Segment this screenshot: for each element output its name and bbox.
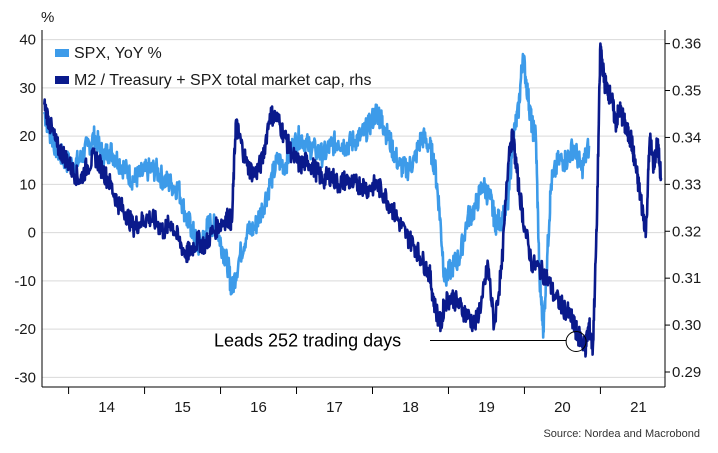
left-axis-tick-label: 30 — [19, 80, 36, 97]
x-axis-tick-label: 19 — [478, 399, 495, 416]
annotation-label: Leads 252 trading days — [214, 330, 401, 350]
right-axis-tick-label: 0.29 — [672, 364, 701, 381]
x-axis-tick-label: 16 — [250, 399, 267, 416]
right-axis-tick-label: 0.30 — [672, 317, 701, 334]
left-axis-tick-label: 40 — [19, 32, 36, 49]
legend-swatch — [55, 49, 69, 57]
left-axis-unit-label: % — [41, 9, 54, 26]
legend: SPX, YoY % M2 / Treasury + SPX total mark… — [55, 45, 371, 89]
left-axis-tick-label: 20 — [19, 128, 36, 145]
left-axis-tick-label: 10 — [19, 176, 36, 193]
source-note: Source: Nordea and Macrobond — [543, 428, 700, 440]
legend-label: M2 / Treasury + SPX total market cap, rh… — [74, 72, 371, 89]
x-axis-tick-label: 21 — [630, 399, 647, 416]
legend-label: SPX, YoY % — [74, 45, 162, 62]
axes: 40 30 20 10 0 -10 -20 -30 0.36 0.35 0.34 0.33 0.32 0.… — [14, 30, 701, 416]
left-axis-tick-label: -30 — [14, 369, 36, 386]
left-axis-tick-label: 0 — [28, 225, 36, 242]
right-axis-tick-label: 0.32 — [672, 223, 701, 240]
series-lines — [43, 42, 663, 358]
legend-swatch — [55, 76, 69, 84]
left-axis-tick-label: -20 — [14, 321, 36, 338]
right-axis-tick-label: 0.36 — [672, 36, 701, 53]
annotation-circle — [565, 330, 587, 352]
series-line-1 — [43, 52, 591, 339]
series-line-2 — [43, 42, 663, 358]
left-axis-tick-label: -10 — [14, 273, 36, 290]
right-axis-tick-label: 0.34 — [672, 129, 701, 146]
right-axis-tick-label: 0.35 — [672, 83, 701, 100]
x-axis-tick-label: 15 — [174, 399, 191, 416]
x-axis-tick-label: 17 — [326, 399, 343, 416]
x-axis-tick-label: 18 — [402, 399, 419, 416]
x-axis-tick-label: 14 — [98, 399, 115, 416]
x-axis-tick-label: 20 — [554, 399, 571, 416]
annotation: Leads 252 trading days — [214, 330, 587, 352]
right-axis-tick-label: 0.33 — [672, 176, 701, 193]
right-axis-tick-label: 0.31 — [672, 270, 701, 287]
